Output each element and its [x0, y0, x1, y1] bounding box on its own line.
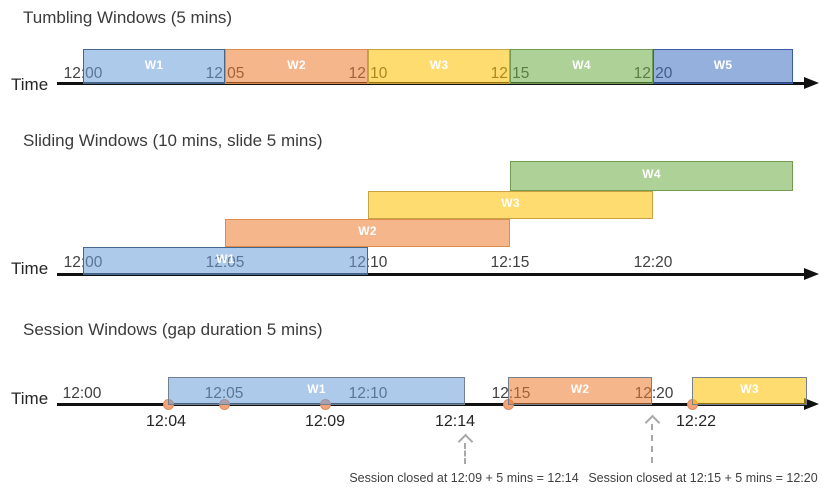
window-bar-label: W3 — [740, 382, 759, 396]
window-bar-w4: W4 — [510, 49, 653, 84]
window-bar-label: W5 — [713, 57, 733, 72]
time-axis-label: Time — [11, 75, 49, 94]
tick-label: 12:20 — [633, 254, 673, 271]
window-bar-label: W4 — [642, 167, 661, 181]
window-bar-w3: W3 — [368, 49, 510, 84]
window-bar-label: W3 — [501, 196, 520, 210]
window-bar-label: W2 — [570, 382, 590, 396]
window-bar-w1: W1 — [83, 247, 368, 275]
section-title: Tumbling Windows (5 mins) — [23, 8, 233, 27]
window-bar-w4: W4 — [510, 161, 793, 191]
window-bar-w1: W1 — [83, 49, 225, 84]
window-bar-label: W4 — [572, 57, 591, 72]
window-bar-label: W1 — [307, 382, 326, 396]
time-axis — [57, 273, 807, 276]
axis-arrowhead-icon — [804, 77, 819, 89]
section-title: Session Windows (gap duration 5 mins) — [23, 320, 323, 339]
callout-arrow — [651, 424, 653, 463]
axis-arrowhead-icon — [804, 268, 819, 280]
window-bar-w2: W2 — [225, 49, 368, 84]
event-time-label: 12:14 — [434, 413, 476, 430]
window-bar-w2: W2 — [225, 219, 510, 247]
window-bar-w5: W5 — [653, 49, 793, 84]
section-title: Sliding Windows (10 mins, slide 5 mins) — [23, 131, 323, 150]
window-bar-label: W1 — [216, 252, 235, 266]
session-closed-note: Session closed at 12:15 + 5 mins = 12:20 — [588, 471, 818, 485]
window-bar-w3: W3 — [368, 191, 653, 219]
window-bar-label: W1 — [144, 57, 164, 72]
window-bar-label: W2 — [358, 224, 377, 238]
window-bar-w2: W2 — [508, 377, 652, 405]
time-axis-label: Time — [11, 259, 49, 278]
window-bar-w1: W1 — [168, 377, 465, 405]
session-closed-note: Session closed at 12:09 + 5 mins = 12:14 — [349, 471, 579, 485]
window-bar-label: W3 — [429, 57, 449, 72]
window-bar-w3: W3 — [692, 377, 807, 405]
tick-label: 12:15 — [490, 254, 530, 271]
axis-arrowhead-icon — [804, 398, 819, 410]
tick-label: 12:00 — [62, 385, 102, 402]
time-axis-label: Time — [11, 389, 49, 408]
event-time-label: 12:09 — [304, 413, 346, 430]
window-bar-label: W2 — [287, 57, 306, 72]
event-time-label: 12:04 — [145, 413, 187, 430]
callout-arrow — [464, 443, 466, 464]
event-time-label: 12:22 — [675, 413, 717, 430]
